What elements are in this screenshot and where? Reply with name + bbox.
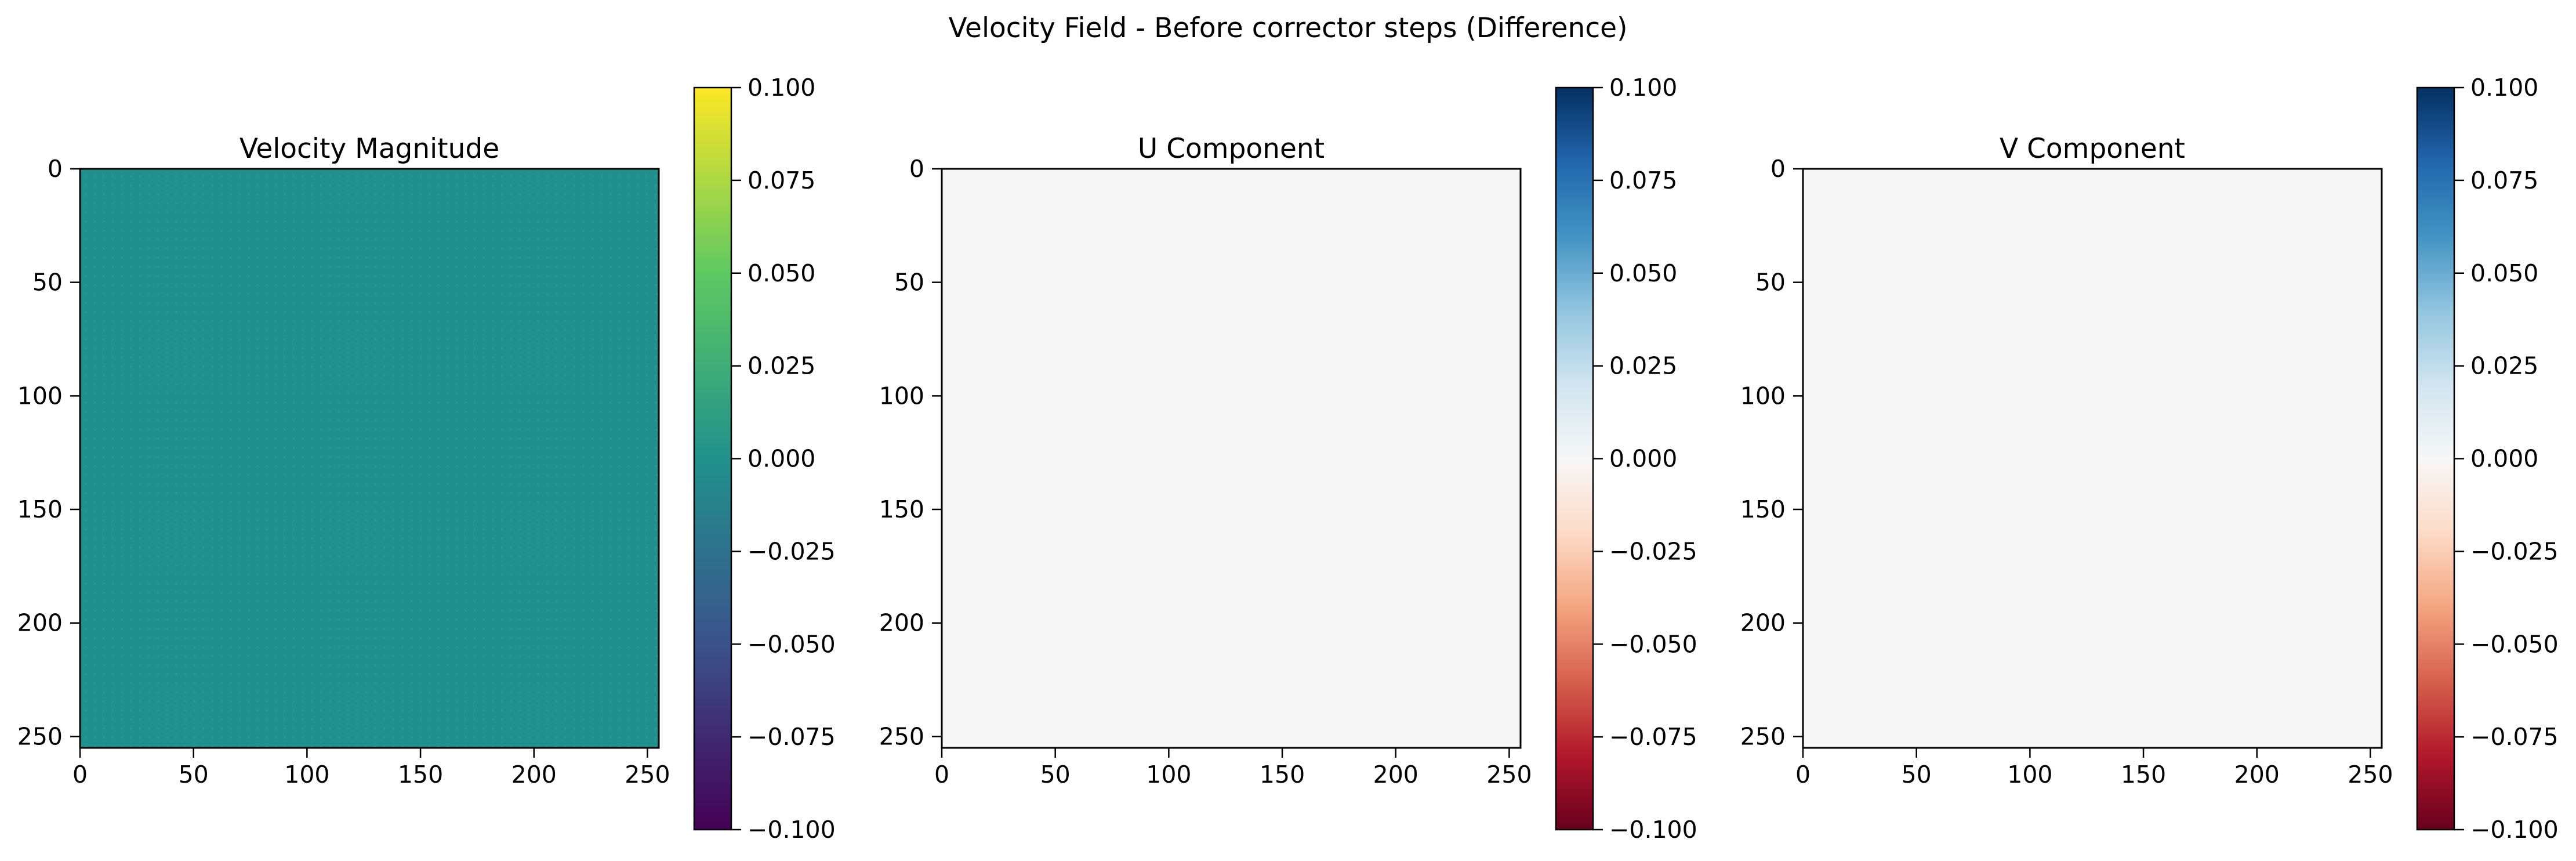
colorbar-tick-label: 0.000 [1609, 445, 1677, 473]
y-tick-label: 100 [17, 382, 63, 410]
heatmap-image [1803, 169, 2382, 748]
x-tick-label: 150 [398, 761, 443, 788]
colorbar [694, 88, 731, 830]
colorbar-tick-label: −0.050 [1609, 630, 1697, 658]
colorbar-tick-label: 0.025 [2470, 352, 2538, 380]
heatmap-texture [80, 169, 659, 748]
x-tick-label: 200 [2234, 761, 2280, 788]
y-tick-label: 0 [48, 155, 63, 183]
y-tick-label: 200 [17, 609, 63, 637]
x-tick-label: 250 [625, 761, 670, 788]
panel-title: V Component [2000, 133, 2185, 165]
colorbar-tick-label: 0.025 [748, 352, 815, 380]
y-tick-label: 0 [1770, 155, 1786, 183]
colorbar-tick-label: 0.075 [1609, 167, 1677, 194]
colorbar-tick-label: 0.050 [1609, 259, 1677, 287]
colorbar-tick-label: −0.100 [1609, 816, 1697, 844]
panel-2: U Component 0 50 100 150 200 250 0 50 100 150 200 25… [879, 74, 1697, 844]
x-tick-label: 50 [179, 761, 209, 788]
y-tick-label: 50 [1755, 269, 1786, 296]
plot-frame [941, 168, 1522, 749]
colorbar [2417, 88, 2454, 830]
y-tick-label: 200 [1740, 609, 1786, 637]
x-tick-label: 50 [1040, 761, 1071, 788]
panel-1: Velocity Magnitude 0 50 100 150 200 250 0 50 100 1… [17, 74, 836, 844]
x-tick-label: 200 [511, 761, 557, 788]
plot-frame [1802, 168, 2383, 749]
colorbar-tick-label: −0.025 [1609, 537, 1697, 565]
colorbar-tick-label: −0.075 [1609, 723, 1697, 751]
figure-title: Velocity Field - Before corrector steps … [949, 12, 1628, 44]
x-tick-label: 200 [1373, 761, 1418, 788]
y-tick-label: 250 [1740, 722, 1786, 750]
x-tick-label: 150 [2121, 761, 2166, 788]
x-tick-label: 100 [284, 761, 329, 788]
y-tick-label: 200 [879, 609, 924, 637]
colorbar-tick-label: −0.075 [748, 723, 836, 751]
colorbar-tick-label: 0.075 [2470, 167, 2538, 194]
y-tick-label: 150 [17, 495, 63, 523]
y-tick-label: 100 [879, 382, 924, 410]
x-tick-label: 0 [1795, 761, 1811, 788]
colorbar-tick-label: 0.100 [748, 74, 815, 102]
colorbar-tick-label: 0.075 [748, 167, 815, 194]
colorbar-tick-label: 0.100 [2470, 74, 2538, 102]
colorbar-tick-label: 0.025 [1609, 352, 1677, 380]
x-tick-label: 100 [2007, 761, 2052, 788]
colorbar [1556, 88, 1593, 830]
colorbar-tick-label: 0.000 [748, 445, 815, 473]
y-tick-label: 100 [1740, 382, 1786, 410]
colorbar-tick-label: −0.025 [2470, 537, 2559, 565]
colorbar-tick-label: 0.050 [748, 259, 815, 287]
panel-3: V Component 0 50 100 150 200 250 0 50 100 150 200 25… [1740, 74, 2559, 844]
y-tick-label: 250 [17, 722, 63, 750]
y-tick-label: 50 [32, 269, 63, 296]
x-tick-label: 100 [1146, 761, 1191, 788]
colorbar-tick-label: −0.025 [748, 537, 836, 565]
y-tick-label: 0 [909, 155, 924, 183]
panel-title: Velocity Magnitude [240, 133, 499, 165]
x-tick-label: 150 [1260, 761, 1305, 788]
y-tick-label: 250 [879, 722, 924, 750]
colorbar-tick-label: 0.000 [2470, 445, 2538, 473]
x-tick-label: 250 [1486, 761, 1532, 788]
colorbar-tick-label: −0.050 [2470, 630, 2559, 658]
x-tick-label: 0 [934, 761, 949, 788]
colorbar-tick-label: −0.075 [2470, 723, 2559, 751]
colorbar-tick-label: 0.050 [2470, 259, 2538, 287]
colorbar-tick-label: −0.100 [2470, 816, 2559, 844]
heatmap-image [942, 169, 1521, 748]
x-tick-label: 0 [72, 761, 88, 788]
plot-frame [79, 168, 660, 749]
x-tick-label: 250 [2348, 761, 2393, 788]
panel-title: U Component [1138, 133, 1325, 165]
colorbar-tick-label: −0.050 [748, 630, 836, 658]
x-tick-label: 50 [1902, 761, 1932, 788]
y-tick-label: 150 [879, 495, 924, 523]
colorbar-tick-label: 0.100 [1609, 74, 1677, 102]
colorbar-tick-label: −0.100 [748, 816, 836, 844]
y-tick-label: 150 [1740, 495, 1786, 523]
y-tick-label: 50 [894, 269, 924, 296]
